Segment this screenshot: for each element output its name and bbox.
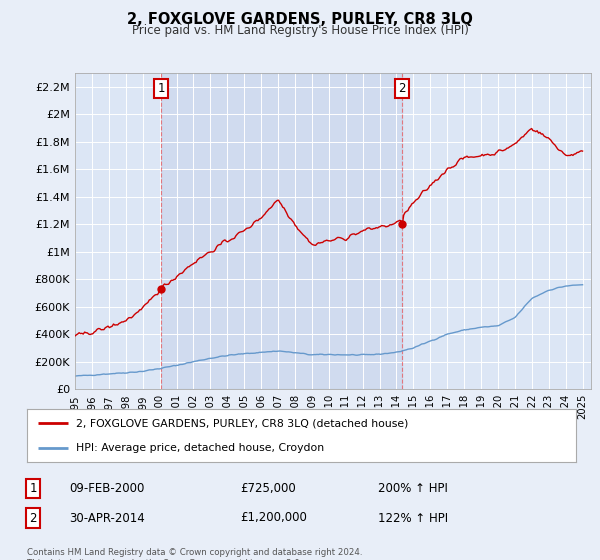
Text: Contains HM Land Registry data © Crown copyright and database right 2024.
This d: Contains HM Land Registry data © Crown c… <box>27 548 362 560</box>
Text: 2: 2 <box>398 82 406 95</box>
Text: HPI: Average price, detached house, Croydon: HPI: Average price, detached house, Croy… <box>76 442 325 452</box>
Text: 1: 1 <box>29 482 37 495</box>
Text: 2: 2 <box>29 511 37 525</box>
Text: 2, FOXGLOVE GARDENS, PURLEY, CR8 3LQ (detached house): 2, FOXGLOVE GARDENS, PURLEY, CR8 3LQ (de… <box>76 418 409 428</box>
Text: 200% ↑ HPI: 200% ↑ HPI <box>378 482 448 495</box>
Text: Price paid vs. HM Land Registry's House Price Index (HPI): Price paid vs. HM Land Registry's House … <box>131 24 469 37</box>
Text: 30-APR-2014: 30-APR-2014 <box>69 511 145 525</box>
Text: £1,200,000: £1,200,000 <box>240 511 307 525</box>
Text: 2, FOXGLOVE GARDENS, PURLEY, CR8 3LQ: 2, FOXGLOVE GARDENS, PURLEY, CR8 3LQ <box>127 12 473 27</box>
Text: 1: 1 <box>158 82 165 95</box>
Text: £725,000: £725,000 <box>240 482 296 495</box>
Bar <box>161 73 402 389</box>
Text: 09-FEB-2000: 09-FEB-2000 <box>69 482 145 495</box>
Text: 122% ↑ HPI: 122% ↑ HPI <box>378 511 448 525</box>
